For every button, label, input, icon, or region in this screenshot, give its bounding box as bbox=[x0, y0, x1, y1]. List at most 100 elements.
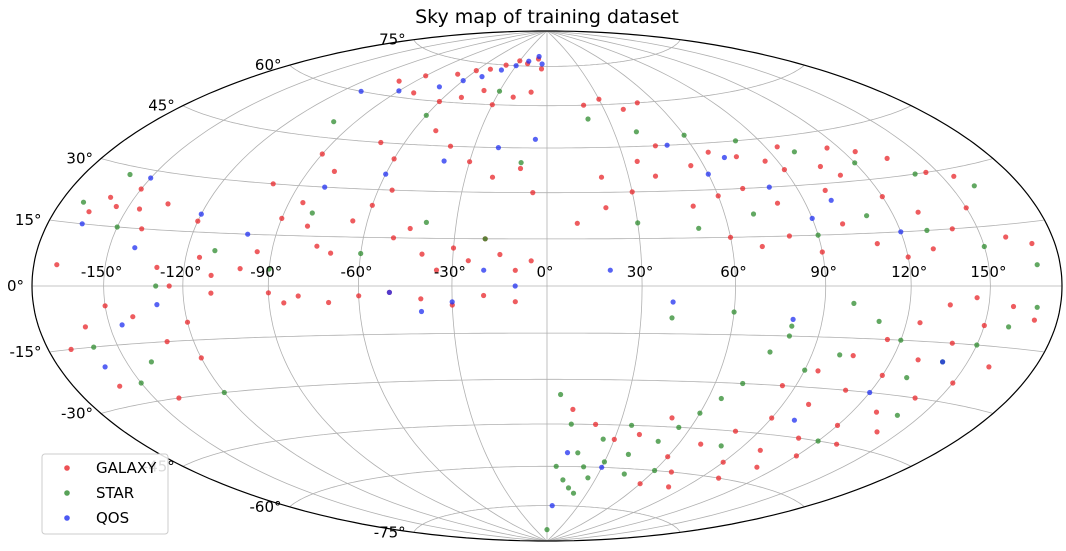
point-galaxy bbox=[843, 387, 849, 393]
point-galaxy bbox=[879, 372, 885, 378]
point-galaxy bbox=[720, 459, 726, 465]
point-star bbox=[851, 300, 857, 306]
point-galaxy bbox=[930, 246, 936, 252]
x-tick-label: 90° bbox=[810, 263, 837, 281]
projection-outline bbox=[31, 30, 1063, 542]
point-galaxy bbox=[481, 87, 487, 94]
x-tick-label: 150° bbox=[970, 263, 1006, 281]
point-galaxy bbox=[593, 421, 599, 427]
point-qos bbox=[526, 58, 532, 64]
point-star bbox=[652, 467, 658, 474]
point-galaxy bbox=[389, 187, 395, 193]
point-star bbox=[876, 318, 882, 324]
point-galaxy bbox=[208, 290, 214, 296]
point-star bbox=[266, 266, 272, 272]
x-tick-label: 0° bbox=[536, 263, 553, 281]
point-galaxy bbox=[102, 303, 108, 309]
point-galaxy bbox=[356, 293, 362, 299]
legend-box bbox=[41, 453, 169, 535]
point-galaxy bbox=[517, 165, 524, 172]
point-galaxy bbox=[270, 181, 276, 187]
point-galaxy bbox=[300, 200, 306, 206]
point-galaxy bbox=[407, 225, 413, 232]
point-galaxy bbox=[378, 139, 384, 146]
point-galaxy bbox=[530, 190, 536, 196]
point-star bbox=[971, 183, 977, 189]
point-galaxy bbox=[1029, 240, 1035, 247]
point-galaxy bbox=[733, 154, 740, 160]
y-tick-label: -30° bbox=[61, 405, 93, 423]
point-galaxy bbox=[879, 194, 885, 200]
point-galaxy bbox=[873, 409, 880, 415]
y-tick-label: 60° bbox=[255, 56, 282, 74]
point-galaxy bbox=[184, 319, 191, 325]
point-galaxy bbox=[512, 267, 518, 273]
point-star bbox=[625, 451, 632, 457]
point-galaxy bbox=[139, 226, 145, 232]
point-galaxy bbox=[265, 290, 271, 296]
point-galaxy bbox=[489, 102, 495, 108]
point-qos bbox=[154, 302, 160, 308]
point-galaxy bbox=[981, 322, 987, 329]
point-galaxy bbox=[917, 320, 923, 326]
point-galaxy bbox=[629, 189, 635, 195]
point-star bbox=[767, 349, 773, 355]
x-tick-label: 120° bbox=[891, 263, 927, 281]
point-qos bbox=[809, 215, 815, 221]
point-galaxy bbox=[528, 258, 534, 264]
point-star bbox=[912, 171, 918, 177]
point-star bbox=[114, 224, 120, 230]
x-tick-label: -60° bbox=[341, 263, 373, 281]
point-galaxy bbox=[130, 314, 136, 320]
x-tick-label: -120° bbox=[160, 263, 202, 281]
point-galaxy bbox=[391, 156, 397, 162]
y-tick-label: 15° bbox=[15, 211, 42, 229]
point-galaxy bbox=[950, 380, 956, 386]
point-star bbox=[633, 129, 640, 135]
point-qos bbox=[536, 53, 542, 60]
point-galaxy bbox=[951, 173, 957, 179]
point-galaxy bbox=[652, 173, 659, 179]
point-star bbox=[581, 464, 587, 470]
point-qos bbox=[441, 158, 447, 164]
point-galaxy bbox=[574, 220, 580, 226]
legend-marker-galaxy bbox=[64, 465, 70, 471]
point-galaxy bbox=[740, 185, 746, 192]
point-galaxy bbox=[450, 245, 457, 251]
point-qos bbox=[79, 221, 85, 227]
point-galaxy bbox=[295, 293, 301, 299]
point-galaxy bbox=[237, 266, 243, 272]
point-star bbox=[791, 149, 798, 155]
point-galaxy bbox=[54, 262, 60, 268]
point-galaxy bbox=[208, 272, 214, 278]
point-star bbox=[138, 380, 144, 386]
point-qos bbox=[495, 145, 501, 151]
legend-label-star: STAR bbox=[96, 484, 134, 502]
point-galaxy bbox=[1031, 317, 1037, 323]
point-galaxy bbox=[634, 100, 640, 106]
chart-title: Sky map of training dataset bbox=[415, 6, 679, 28]
point-galaxy bbox=[198, 355, 204, 361]
point-galaxy bbox=[884, 155, 890, 161]
point-qos bbox=[198, 211, 204, 217]
point-galaxy bbox=[581, 102, 587, 108]
point-qos bbox=[539, 61, 545, 67]
point-galaxy bbox=[974, 295, 980, 301]
point-galaxy bbox=[852, 149, 858, 155]
point-galaxy bbox=[834, 441, 840, 447]
point-star bbox=[358, 250, 364, 257]
point-galaxy bbox=[774, 144, 780, 150]
point-star bbox=[697, 410, 703, 416]
point-galaxy bbox=[465, 258, 471, 264]
point-galaxy bbox=[108, 194, 114, 200]
point-galaxy bbox=[411, 90, 417, 96]
point-galaxy bbox=[652, 143, 659, 149]
point-star bbox=[127, 171, 133, 178]
point-star bbox=[568, 421, 574, 427]
point-galaxy bbox=[786, 233, 793, 239]
point-star bbox=[894, 412, 901, 418]
point-galaxy bbox=[598, 174, 605, 180]
point-star bbox=[898, 337, 904, 343]
point-star bbox=[212, 248, 218, 254]
point-galaxy bbox=[603, 205, 609, 211]
